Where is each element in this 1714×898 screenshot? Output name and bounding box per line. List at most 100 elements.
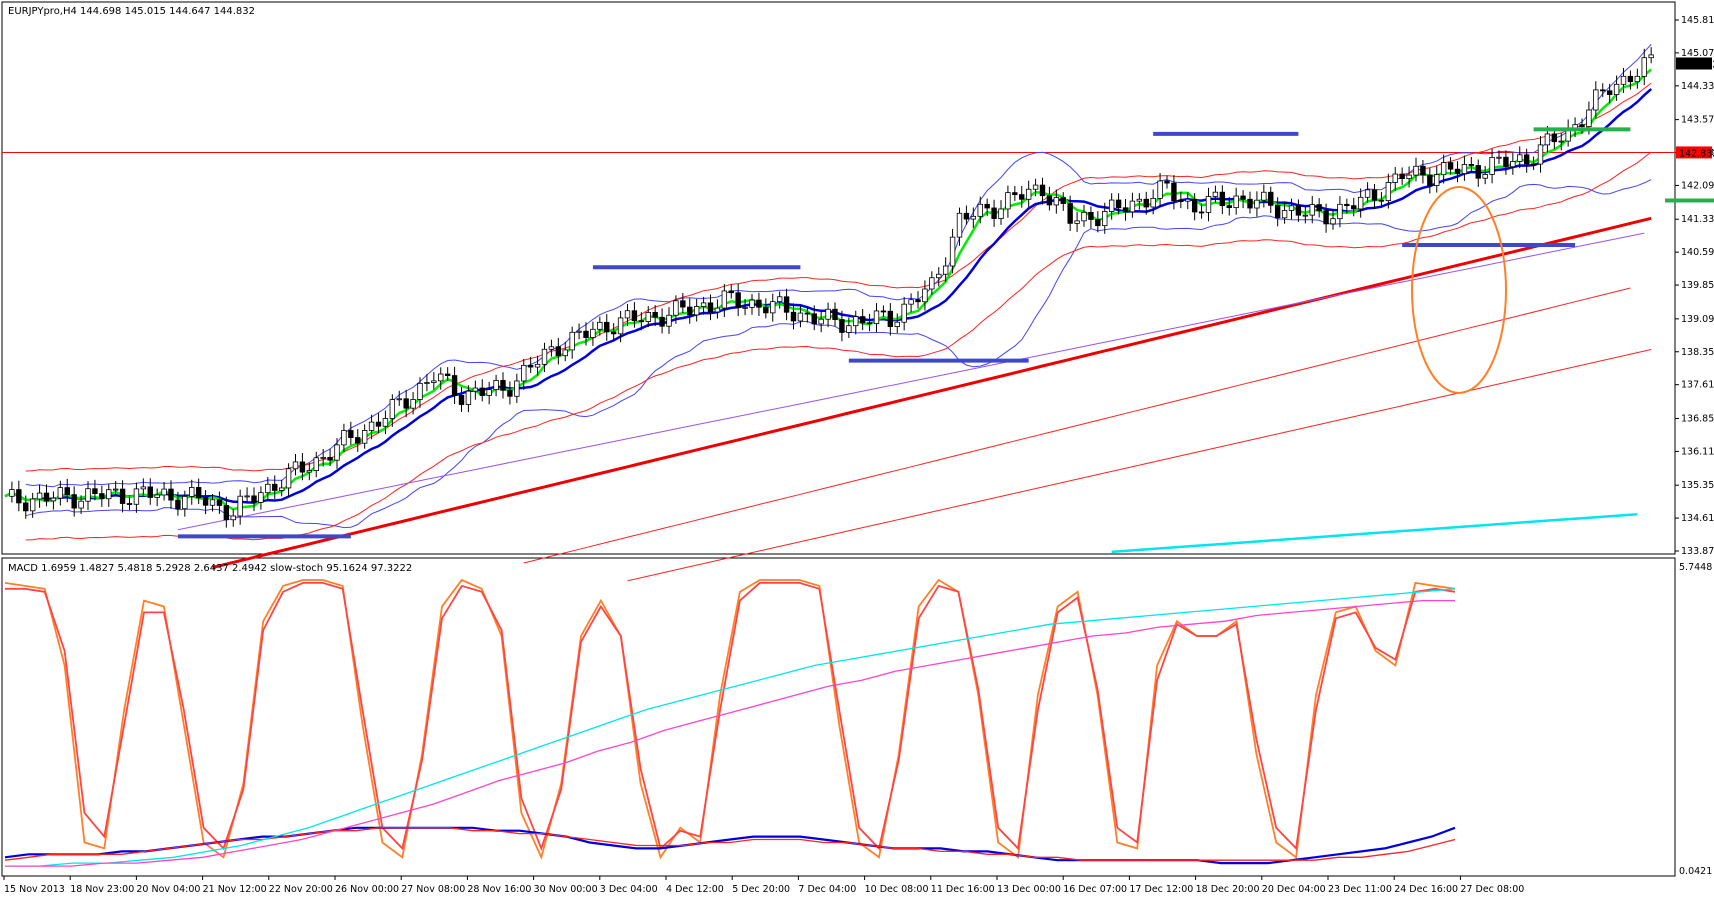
candle-body — [292, 461, 299, 470]
time-tick-label: 24 Dec 16:00 — [1394, 884, 1458, 895]
candle-body — [963, 212, 970, 220]
price-tick-label: 137.610 — [1681, 380, 1714, 391]
candle-body — [1330, 218, 1336, 225]
level-price-label: 142.832 — [1679, 148, 1714, 159]
candle-body — [23, 502, 29, 512]
candle-body — [666, 314, 672, 327]
candle-body — [1392, 173, 1398, 183]
candle-body — [742, 306, 748, 309]
candle-body — [382, 418, 389, 427]
candle-body — [175, 499, 181, 510]
candle-body — [853, 316, 859, 327]
candle-body — [1413, 165, 1419, 176]
candle-body — [1351, 205, 1357, 210]
time-tick-label: 28 Nov 16:00 — [467, 884, 531, 895]
trend-line — [177, 232, 1645, 531]
candle-body — [1039, 184, 1046, 197]
candle-body — [85, 488, 91, 502]
candle-body — [783, 296, 790, 313]
candle-body — [1627, 75, 1634, 83]
indicator-series-line — [5, 582, 1456, 852]
candle-body — [493, 380, 499, 391]
candle-body — [915, 299, 921, 303]
candle-body — [1185, 198, 1191, 202]
candle-body — [327, 456, 333, 461]
candle-body — [202, 497, 209, 506]
candle-body — [687, 306, 693, 316]
indicator-series-line — [4, 827, 1456, 861]
candle-body — [161, 488, 167, 496]
candle-body — [43, 492, 50, 502]
candle-body — [1053, 197, 1060, 206]
time-tick-label: 4 Dec 12:00 — [666, 884, 724, 895]
candle-body — [472, 387, 479, 392]
candle-body — [1240, 195, 1246, 200]
candle-body — [1288, 205, 1295, 211]
candle-body — [182, 495, 188, 510]
candle-body — [230, 515, 236, 521]
candle-body — [576, 330, 582, 333]
candle-body — [507, 389, 513, 397]
candle-body — [797, 312, 804, 322]
candle-body — [458, 394, 465, 405]
candle-body — [583, 330, 589, 338]
candle-body — [209, 499, 216, 506]
candle-body — [527, 364, 534, 368]
candle-body — [1420, 165, 1426, 176]
time-tick-label: 27 Nov 08:00 — [401, 884, 465, 895]
candle-body — [1523, 154, 1530, 165]
chart-info-label: EURJPYpro,H4 144.698 145.015 144.647 144… — [8, 6, 255, 17]
candle-body — [832, 308, 838, 320]
candle-body — [106, 489, 112, 500]
candle-body — [1178, 200, 1184, 203]
price-tick-label: 139.090 — [1681, 314, 1714, 325]
candle-body — [839, 319, 845, 333]
candle-body — [1620, 75, 1627, 85]
current-price-badge — [1676, 57, 1712, 70]
candle-body — [956, 212, 963, 238]
candle-body — [1171, 182, 1177, 202]
candle-body — [71, 494, 77, 509]
candle-body — [355, 437, 361, 444]
candle-body — [936, 273, 942, 279]
bollinger-lower — [25, 179, 1652, 529]
candle-body — [154, 494, 160, 498]
time-tick-label: 16 Dec 07:00 — [1063, 884, 1127, 895]
candle-body — [348, 430, 354, 438]
candle-body — [1150, 197, 1156, 208]
candle-body — [846, 325, 852, 333]
candle-body — [1634, 75, 1641, 83]
candle-body — [1136, 198, 1143, 202]
candle-body — [320, 456, 326, 459]
time-tick-label: 26 Nov 00:00 — [335, 884, 399, 895]
candle-body — [438, 373, 444, 382]
candle-body — [1316, 204, 1322, 212]
price-tick-label: 134.610 — [1681, 513, 1714, 524]
candle-body — [604, 321, 610, 333]
candle-body — [112, 488, 119, 491]
candle-body — [1482, 174, 1488, 179]
candle-body — [991, 207, 997, 219]
candle-body — [880, 310, 887, 313]
indicator-info-label: MACD 1.6959 1.4827 5.4818 5.2928 2.6437 … — [8, 563, 412, 574]
price-tick-label: 139.850 — [1681, 280, 1714, 291]
candle-body — [306, 470, 313, 473]
level-price-badge — [1676, 146, 1712, 159]
candle-body — [278, 487, 285, 491]
price-tick-label: 140.590 — [1681, 247, 1714, 258]
candle-body — [1475, 165, 1481, 179]
candle-body — [36, 492, 43, 500]
candle-body — [1019, 194, 1025, 200]
candle-body — [555, 346, 562, 357]
candle-body — [1385, 182, 1392, 201]
price-tick-label: 138.350 — [1681, 347, 1714, 358]
candle-body — [57, 487, 64, 499]
indicator-series-line — [4, 826, 1456, 865]
candle-body — [1440, 162, 1447, 176]
candle-body — [1088, 211, 1094, 220]
time-tick-label: 20 Nov 04:00 — [136, 884, 200, 895]
candle-body — [763, 306, 769, 314]
candle-body — [341, 430, 347, 446]
candle-body — [1268, 191, 1274, 206]
